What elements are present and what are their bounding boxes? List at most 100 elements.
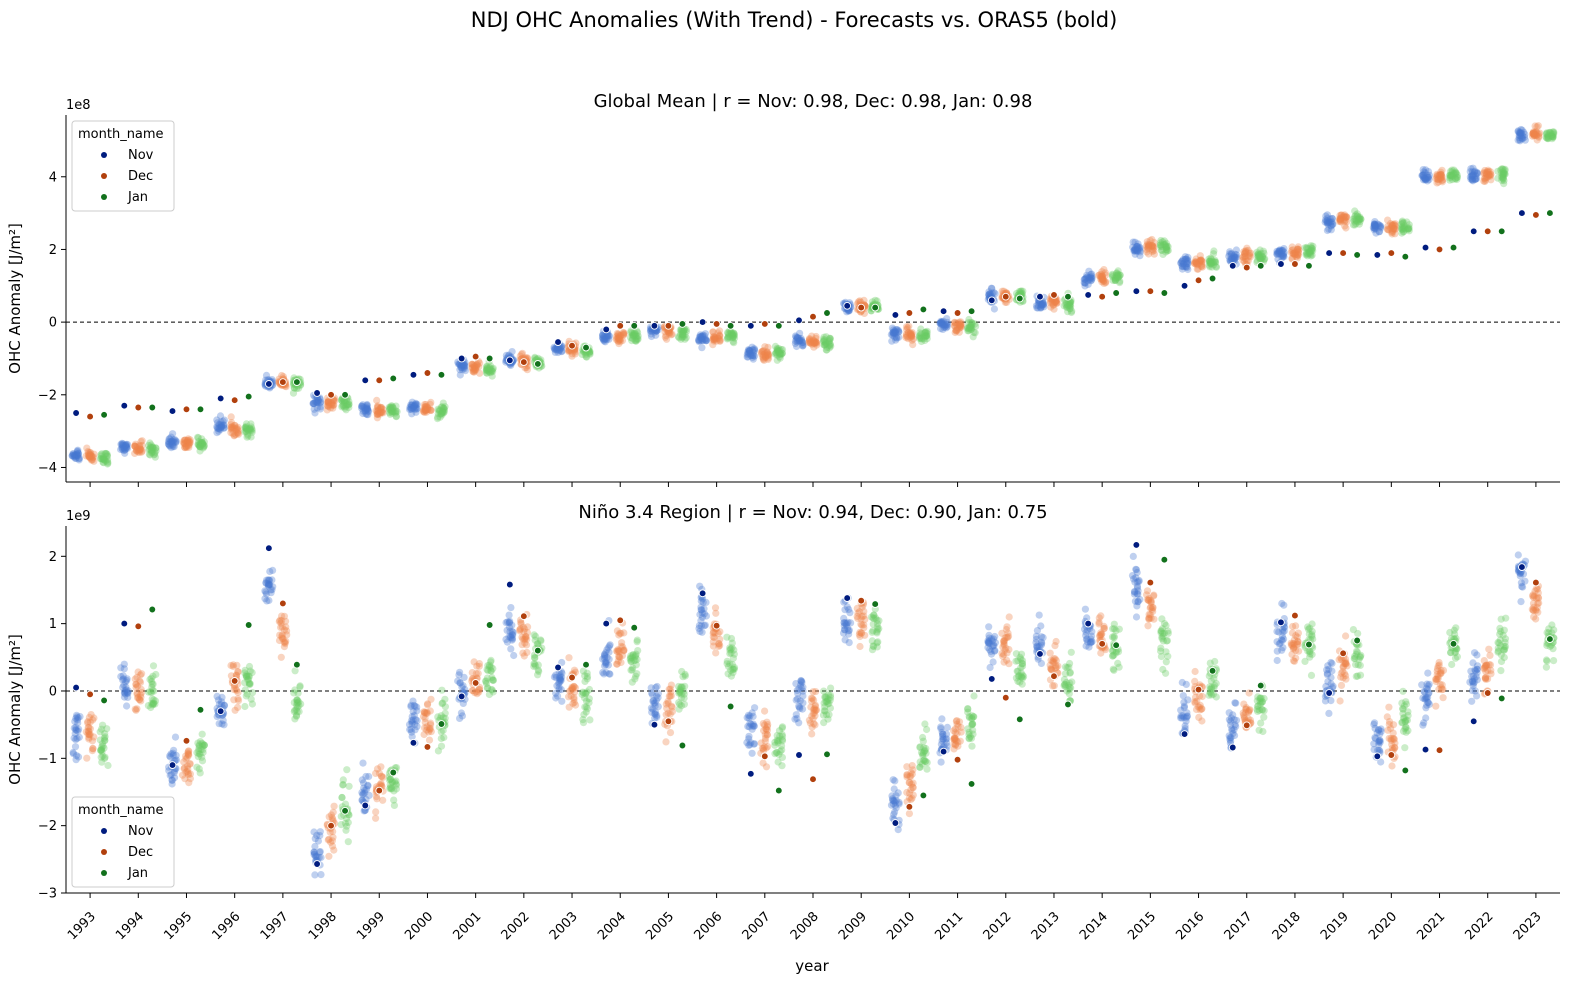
oras5-point-jan — [1353, 251, 1361, 259]
ensemble-point-dec — [422, 406, 430, 414]
ensemble-point-dec — [377, 408, 385, 416]
oras5-point-dec — [1435, 746, 1444, 755]
ensemble-point-jan — [919, 733, 927, 742]
ensemble-point-dec — [471, 362, 479, 370]
oras5-point-nov — [1518, 209, 1526, 217]
oras5-point-nov — [120, 401, 129, 410]
oras5-point-nov — [1036, 650, 1044, 658]
legend-label-jan: Jan — [127, 866, 148, 881]
ensemble-point-dec — [234, 697, 243, 705]
ensemble-point-jan — [436, 406, 444, 415]
ensemble-point-jan — [198, 440, 206, 449]
ensemble-point-jan — [246, 425, 254, 433]
ensemble-point-nov — [214, 419, 222, 427]
ensemble-point-nov — [553, 346, 561, 354]
ensemble-point-dec — [376, 410, 384, 418]
ensemble-point-dec — [858, 629, 866, 637]
legend-label-dec: Dec — [128, 845, 153, 860]
ensemble-point-dec — [666, 710, 674, 718]
ensemble-point-nov — [603, 334, 611, 342]
oras5-point-nov — [72, 409, 80, 417]
ensemble-point-jan — [434, 405, 442, 413]
oras5-point-dec — [471, 679, 480, 687]
ensemble-point-dec — [184, 438, 192, 446]
oras5-point-jan — [1160, 555, 1169, 564]
ensemble-point-jan — [247, 426, 255, 435]
ensemble-point-nov — [120, 444, 128, 453]
ensemble-point-nov — [69, 450, 77, 458]
ensemble-point-jan — [387, 408, 395, 416]
ensemble-point-nov — [1372, 229, 1380, 237]
ensemble-point-dec — [378, 408, 386, 416]
ensemble-point-nov — [888, 792, 896, 800]
oras5-point-dec — [1194, 276, 1203, 285]
oras5-point-jan — [919, 305, 928, 314]
ensemble-point-jan — [583, 353, 591, 361]
ensemble-point-dec — [227, 425, 235, 433]
oras5-point-jan — [1497, 694, 1506, 703]
oras5-point-jan — [726, 702, 735, 711]
ensemble-point-nov — [262, 590, 270, 598]
ensemble-point-nov — [361, 405, 369, 413]
ensemble-point-nov — [168, 440, 176, 448]
legend-marker-dec — [101, 849, 107, 855]
ensemble-point-dec — [133, 689, 141, 697]
ensemble-point-nov — [364, 407, 372, 415]
ensemble-point-jan — [392, 407, 400, 415]
ensemble-point-dec — [186, 436, 194, 444]
ensemble-point-nov — [73, 447, 81, 455]
ensemble-point-jan — [441, 703, 449, 711]
oras5-point-nov — [313, 389, 321, 397]
ensemble-point-jan — [345, 403, 353, 412]
ensemble-point-dec — [1191, 667, 1199, 676]
ensemble-point-dec — [376, 404, 384, 413]
ensemble-point-jan — [104, 456, 112, 464]
ensemble-point-jan — [433, 415, 442, 423]
ensemble-point-dec — [476, 369, 484, 377]
ensemble-point-nov — [166, 753, 174, 761]
ensemble-point-dec — [1533, 123, 1541, 131]
ensemble-point-nov — [119, 440, 127, 448]
oras5-point-dec — [182, 405, 191, 414]
ensemble-point-nov — [118, 439, 126, 447]
oras5-point-dec — [134, 622, 143, 631]
ensemble-point-dec — [180, 436, 188, 444]
ensemble-point-nov — [1517, 579, 1525, 587]
ensemble-point-dec — [422, 406, 430, 414]
ensemble-point-nov — [460, 362, 468, 370]
ensemble-point-jan — [441, 403, 449, 411]
ensemble-point-jan — [344, 838, 352, 846]
ensemble-point-dec — [278, 623, 286, 631]
oras5-point-nov — [1421, 745, 1430, 754]
ensemble-point-nov — [121, 446, 129, 454]
ensemble-point-nov — [71, 452, 80, 460]
ensemble-point-dec — [468, 360, 476, 368]
ensemble-point-nov — [121, 445, 129, 453]
oras5-point-jan — [1015, 294, 1024, 303]
ensemble-point-nov — [312, 398, 321, 406]
ensemble-point-dec — [374, 410, 382, 418]
ensemble-point-nov — [216, 421, 224, 429]
ensemble-point-nov — [411, 401, 419, 409]
ensemble-point-nov — [1037, 659, 1045, 668]
ensemble-point-nov — [1183, 713, 1191, 721]
ensemble-point-nov — [408, 398, 416, 406]
ensemble-point-nov — [363, 404, 371, 412]
ensemble-point-jan — [294, 689, 302, 697]
ensemble-point-jan — [923, 759, 931, 767]
ensemble-point-jan — [198, 730, 206, 738]
ensemble-point-nov — [411, 402, 419, 410]
ensemble-point-dec — [1149, 604, 1157, 612]
ensemble-point-dec — [1101, 269, 1109, 277]
ensemble-point-dec — [227, 421, 235, 429]
ensemble-point-dec — [614, 337, 622, 345]
oras5-point-dec — [279, 599, 287, 608]
ensemble-point-jan — [150, 687, 158, 695]
ensemble-point-dec — [905, 810, 914, 818]
ensemble-point-jan — [101, 456, 109, 464]
ensemble-point-dec — [712, 609, 720, 617]
ensemble-point-jan — [387, 404, 395, 412]
ensemble-point-nov — [266, 567, 274, 576]
ensemble-point-nov — [846, 609, 854, 617]
